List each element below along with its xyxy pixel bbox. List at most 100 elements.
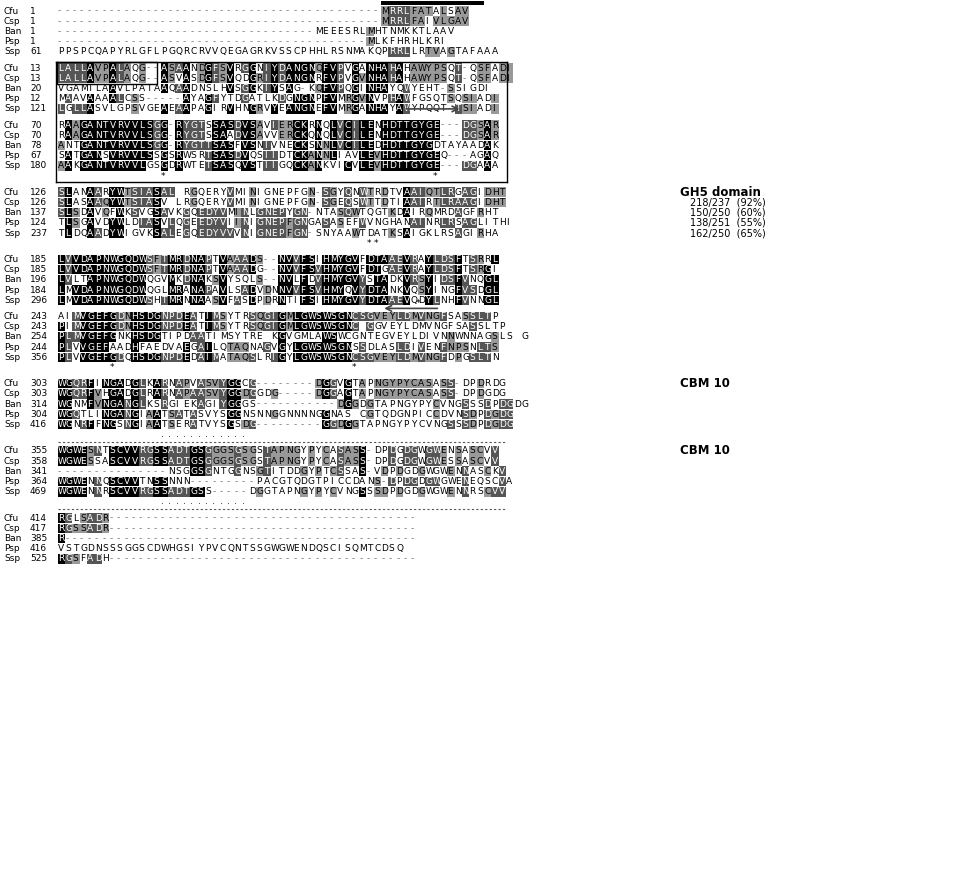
Text: P: P	[58, 353, 63, 361]
Text: 70: 70	[30, 131, 42, 139]
Text: G: G	[139, 64, 146, 73]
Bar	[87, 208, 94, 218]
Text: A: A	[455, 228, 460, 238]
Bar	[116, 131, 124, 140]
Text: V: V	[219, 286, 226, 295]
Bar	[374, 104, 380, 114]
Text: F: F	[153, 266, 158, 274]
Text: G: G	[293, 456, 300, 465]
Text: D: D	[462, 379, 469, 388]
Text: E: E	[439, 456, 445, 465]
Bar	[212, 161, 219, 170]
Text: P: P	[388, 400, 394, 408]
Text: S: S	[249, 141, 254, 150]
Bar	[455, 198, 461, 207]
Text: V: V	[205, 47, 211, 57]
Bar	[469, 187, 476, 197]
Text: -: -	[359, 37, 362, 46]
Text: -: -	[132, 17, 134, 26]
Bar	[138, 140, 146, 150]
Text: S: S	[213, 162, 218, 170]
Bar	[336, 131, 344, 140]
Text: 1: 1	[30, 27, 35, 36]
Text: -: -	[153, 513, 156, 523]
Text: V: V	[80, 332, 86, 341]
Text: L: L	[161, 286, 166, 295]
Text: S: S	[153, 477, 159, 486]
Text: K: K	[175, 208, 181, 218]
Text: E: E	[94, 343, 100, 352]
Bar	[417, 487, 425, 496]
Text: Csp: Csp	[4, 131, 21, 139]
Text: G: G	[344, 379, 352, 388]
Text: D: D	[241, 74, 249, 83]
Text: L: L	[132, 47, 136, 57]
Text: T: T	[403, 151, 409, 160]
Text: D: D	[337, 400, 344, 408]
Text: W: W	[110, 286, 118, 295]
Text: C: C	[344, 141, 351, 150]
Text: V: V	[72, 353, 79, 361]
Bar	[314, 466, 322, 476]
Text: -: -	[153, 534, 156, 543]
Text: W: W	[322, 322, 331, 331]
Text: A: A	[411, 74, 416, 83]
Text: T: T	[395, 121, 401, 130]
Text: L: L	[476, 353, 481, 361]
Text: G: G	[264, 343, 271, 352]
Bar	[366, 285, 374, 295]
Text: P: P	[58, 47, 63, 57]
Bar	[293, 321, 300, 331]
Bar	[388, 265, 395, 274]
Text: A: A	[146, 218, 152, 227]
Bar	[249, 379, 256, 389]
Bar	[109, 420, 116, 429]
Text: H: H	[374, 27, 380, 36]
Text: D: D	[241, 390, 249, 399]
Bar	[256, 487, 263, 496]
Text: -: -	[161, 534, 164, 543]
Text: 180: 180	[30, 162, 48, 170]
Text: S: S	[455, 447, 460, 456]
Text: R: R	[102, 513, 109, 523]
Text: N: N	[308, 64, 314, 73]
Text: 61: 61	[30, 47, 42, 57]
Bar	[94, 187, 102, 197]
Bar	[160, 296, 168, 305]
Text: A: A	[219, 151, 226, 160]
Text: N: N	[190, 275, 197, 284]
Bar	[175, 140, 182, 150]
Bar	[249, 74, 256, 83]
Text: S: S	[234, 275, 240, 284]
Text: 121: 121	[30, 105, 47, 114]
Text: T: T	[278, 467, 284, 476]
Text: -: -	[175, 534, 178, 543]
Bar	[160, 208, 168, 218]
Bar	[212, 446, 219, 456]
Text: K: K	[308, 84, 314, 93]
Text: H: H	[322, 255, 329, 264]
Text: Q: Q	[344, 84, 352, 93]
Text: D: D	[476, 379, 483, 388]
Bar	[344, 131, 352, 140]
Bar	[241, 161, 249, 170]
Bar	[109, 296, 116, 305]
Text: W: W	[58, 488, 67, 496]
Text: 358: 358	[30, 456, 48, 465]
Bar	[94, 228, 102, 238]
Text: A: A	[381, 296, 387, 305]
Text: D: D	[132, 218, 138, 227]
Text: N: N	[102, 296, 109, 305]
Text: T: T	[462, 266, 467, 274]
Text: V: V	[498, 467, 504, 476]
Text: T: T	[395, 141, 401, 150]
Bar	[227, 255, 233, 265]
Text: Y: Y	[219, 198, 225, 207]
Text: N: N	[249, 187, 255, 197]
Text: -: -	[139, 534, 142, 543]
Text: -: -	[314, 400, 318, 408]
Bar	[197, 389, 205, 399]
Text: G: G	[88, 332, 94, 341]
Text: A: A	[476, 162, 482, 170]
Text: G: G	[241, 64, 249, 73]
